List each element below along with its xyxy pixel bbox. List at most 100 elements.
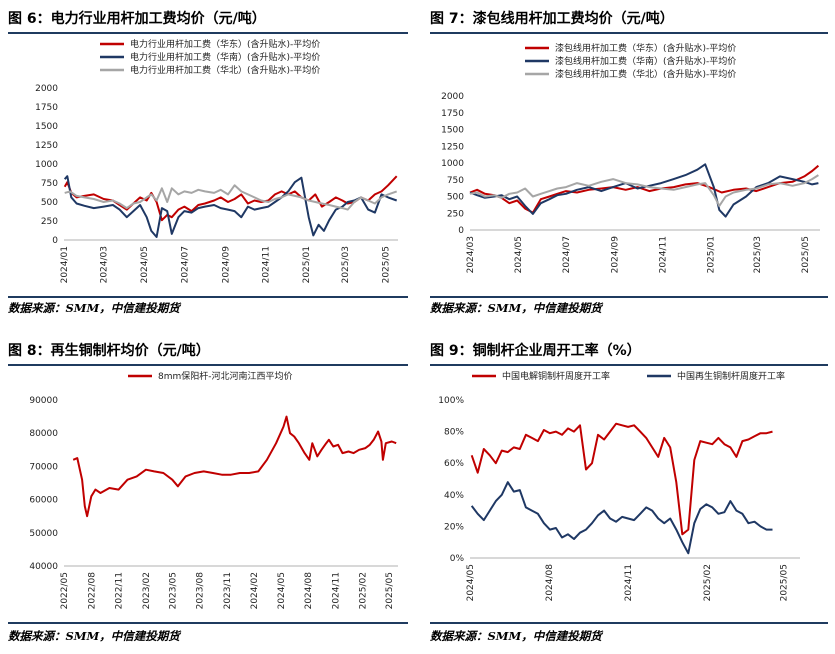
x-tick-group: 2025/05 [780,564,790,601]
x-tick-label: 2024/11 [262,246,272,283]
divider [8,364,408,366]
series-line-1 [469,163,819,218]
x-tick-label: 2024/09 [611,236,621,274]
chart-svg: 0% 20% 40% 60% 80% 100% 2024/05 2024/08 2024/11 2… [438,370,800,602]
x-tick-label: 2024/08 [545,564,555,602]
x-tick-group: 2024/07 [180,246,190,283]
x-tick-label: 2025/01 [707,236,717,273]
legend-label: 电力行业用杆加工费（华东）(含升贴水)-平均价 [130,38,320,50]
divider [430,622,828,624]
x-tick-group: 2024/11 [331,572,341,609]
y-tick-label: 250 [41,217,58,227]
chart-title: 图 9：铜制杆企业周开工率（%） [430,343,641,359]
x-tick-group: 2023/02 [142,572,152,609]
legend-label: 漆包线用杆加工费（华南）(含升贴水)-平均价 [555,55,736,67]
y-tick-label: 250 [447,209,464,219]
x-tick-group: 2025/05 [801,236,811,273]
y-tick-label: 0 [458,226,464,236]
divider [430,32,828,34]
divider [430,296,828,298]
y-tick-label: 2000 [441,92,464,102]
x-tick-label: 2025/01 [302,246,312,283]
legend-label: 电力行业用杆加工费（华北）(含升贴水)-平均价 [130,64,320,76]
legend-label: 8mm保阳杆-河北河南江西平均价 [158,370,293,382]
series-line-0 [469,164,820,214]
y-tick-label: 0% [450,554,465,564]
y-tick-label: 80% [444,428,464,438]
x-tick-label: 2025/03 [341,246,351,283]
x-tick-label: 2024/08 [304,572,314,610]
divider [8,32,408,34]
chart-title: 图 6：电力行业用杆加工费均价（元/吨） [8,11,266,27]
x-tick-group: 2024/07 [562,236,572,273]
x-tick-label: 2023/08 [196,572,206,610]
x-tick-label: 2022/11 [115,572,125,609]
y-tick-label: 1750 [35,103,58,113]
y-tick-label: 750 [41,179,58,189]
x-tick-label: 2024/01 [60,246,70,283]
y-tick-label: 20% [444,522,464,532]
series-line-1 [63,175,398,238]
x-tick-label: 2023/02 [142,572,152,609]
x-tick-group: 2025/01 [707,236,717,273]
y-tick-label: 1000 [441,159,464,169]
y-tick-label: 750 [447,176,464,186]
series-line-2 [469,174,819,207]
y-tick-label: 80000 [29,429,58,439]
chart-svg: 0 250 500 750 1000 1250 1500 1750 2000 2024/01 202… [35,38,398,284]
chart-panel-fig7: 图 7：漆包线用杆加工费均价（元/吨） 0 250 500 750 1000 1250 15… [430,8,828,318]
source-note: 数据来源：SMM，中信建投期货 [430,629,602,643]
x-tick-group: 2025/03 [753,236,763,273]
x-tick-label: 2022/08 [87,572,97,610]
x-tick-group: 2024/05 [514,236,524,273]
y-tick-label: 100% [438,396,464,406]
chart-svg: 40000 50000 60000 70000 80000 90000 2022/05 202… [29,370,398,610]
y-tick-label: 1250 [441,142,464,152]
x-tick-label: 2024/05 [514,236,524,273]
chart-panel-fig8: 图 8：再生铜制杆均价（元/吨） 40000 50000 60000 70000 800… [8,340,408,650]
chart-title: 图 7：漆包线用杆加工费均价（元/吨） [430,11,674,27]
x-tick-label: 2024/03 [466,236,476,273]
chart-svg: 0 250 500 750 1000 1250 1500 1750 2000 2024/03 202… [441,42,820,274]
legend-label: 中国再生铜制杆周度开工率 [677,370,785,382]
x-tick-group: 2023/05 [168,572,178,609]
y-tick-label: 60000 [29,496,58,506]
y-tick-label: 2000 [35,84,58,94]
x-tick-group: 2024/01 [60,246,70,283]
x-tick-label: 2025/05 [381,246,391,283]
legend-label: 中国电解铜制杆周度开工率 [502,370,610,382]
y-tick-label: 0 [52,236,58,246]
x-tick-label: 2025/03 [753,236,763,273]
x-tick-label: 2025/05 [385,572,395,609]
y-tick-label: 500 [41,198,58,208]
x-tick-group: 2023/08 [196,572,206,610]
x-tick-label: 2024/11 [624,564,634,601]
x-tick-group: 2024/09 [221,246,231,284]
legend-label: 电力行业用杆加工费（华南）(含升贴水)-平均价 [130,51,320,63]
y-tick-label: 40000 [29,562,58,572]
divider [8,622,408,624]
x-tick-group: 2024/03 [466,236,476,273]
series-line-2 [64,184,398,211]
x-tick-group: 2025/03 [341,246,351,283]
y-tick-label: 1250 [35,141,58,151]
series-line-0 [470,422,773,536]
x-tick-group: 2025/05 [385,572,395,609]
x-tick-group: 2024/02 [250,572,260,609]
x-tick-group: 2024/03 [100,246,110,283]
x-tick-group: 2024/09 [611,236,621,274]
x-tick-group: 2025/02 [703,564,713,601]
x-tick-group: 2024/05 [140,246,150,283]
chart-panel-fig6: 图 6：电力行业用杆加工费均价（元/吨） 0 250 500 750 1000 1250 1… [8,8,408,318]
x-tick-group: 2022/05 [60,572,70,609]
y-tick-label: 90000 [29,396,58,406]
source-note: 数据来源：SMM，中信建投期货 [8,629,180,643]
y-tick-label: 60% [444,459,464,469]
divider [430,364,828,366]
x-tick-group: 2024/11 [659,236,669,273]
series-line-1 [470,481,773,555]
x-tick-label: 2024/05 [140,246,150,283]
x-tick-label: 2024/07 [180,246,190,283]
series-line-0 [63,175,398,222]
x-tick-label: 2024/09 [221,246,231,284]
